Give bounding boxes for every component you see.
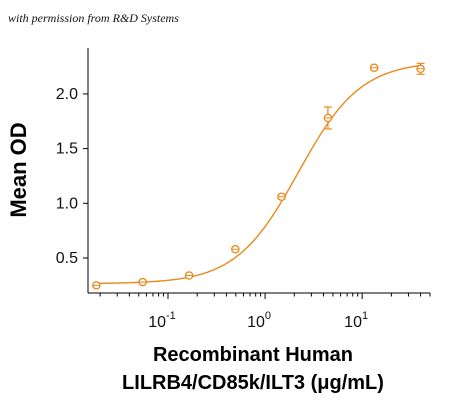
data-points — [92, 62, 425, 290]
x-axis-label-line-2: LILRB4/CD85k/ILT3 (μg/mL) — [122, 372, 384, 394]
data-point — [323, 106, 333, 130]
x-tick-label: 100 — [247, 310, 271, 331]
data-point — [92, 281, 101, 290]
fit-curve — [96, 64, 421, 285]
plot-area: 0.5 1.0 1.5 2.0 10-1 100 101 — [56, 48, 431, 331]
x-tick-label: 101 — [344, 310, 368, 331]
y-tick-label: 1.0 — [56, 195, 78, 212]
credit-text: with permission from R&D Systems — [8, 11, 179, 25]
y-tick-label: 2.0 — [56, 86, 78, 103]
y-ticks: 0.5 1.0 1.5 2.0 — [56, 86, 88, 267]
y-tick-label: 1.5 — [56, 141, 78, 158]
data-point — [231, 244, 240, 254]
data-point — [416, 62, 425, 75]
data-point — [369, 63, 379, 72]
y-tick-label: 0.5 — [56, 250, 78, 267]
data-point — [138, 277, 147, 287]
y-axis-label: Mean OD — [6, 122, 31, 217]
x-ticks: 10-1 100 101 — [99, 293, 431, 331]
x-tick-label: 10-1 — [148, 310, 176, 331]
data-point — [277, 192, 286, 201]
x-axis-label-line-1: Recombinant Human — [153, 344, 353, 366]
data-point — [184, 271, 194, 280]
